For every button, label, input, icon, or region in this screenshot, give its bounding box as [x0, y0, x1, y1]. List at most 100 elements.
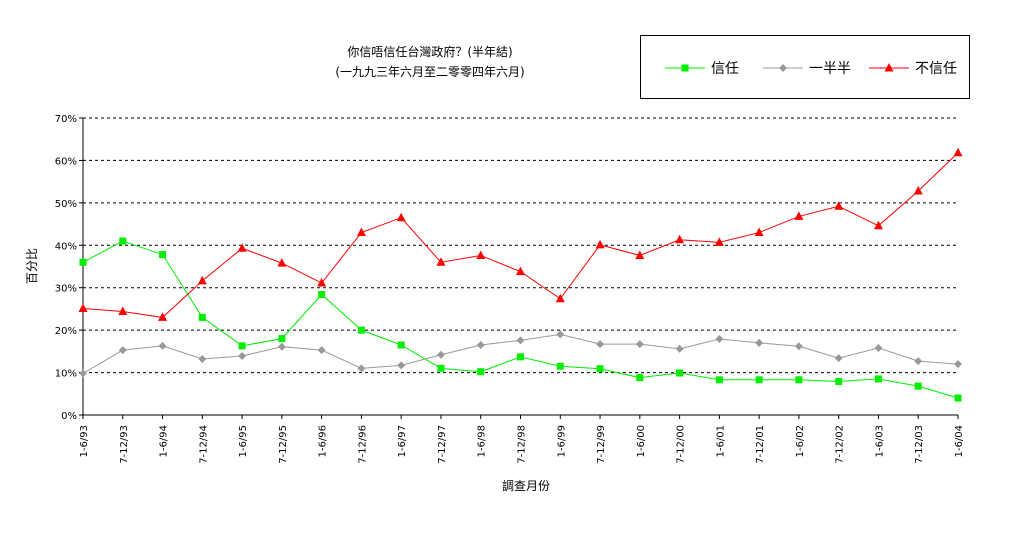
- data-point-distrust: [396, 212, 406, 222]
- data-point-trust: [119, 237, 127, 245]
- data-point-half-half: [635, 340, 644, 349]
- data-point-half-half: [118, 346, 127, 355]
- data-point-distrust: [237, 243, 247, 252]
- data-point-trust: [159, 251, 167, 259]
- data-point-trust: [715, 376, 723, 384]
- data-point-trust: [278, 335, 286, 343]
- x-tick-label: 1-6/93: [79, 425, 90, 457]
- data-point-half-half: [397, 361, 406, 370]
- legend-item-half-half: 一半半: [761, 58, 851, 78]
- data-point-half-half: [277, 342, 286, 351]
- x-tick-label: 1-6/02: [795, 425, 806, 457]
- x-tick-label: 7-12/03: [914, 425, 925, 464]
- legend-item-distrust: 不信任: [867, 58, 957, 78]
- data-point-distrust: [317, 278, 327, 287]
- x-tick-label: 1-6/97: [397, 425, 408, 457]
- x-tick-label: 7-12/94: [198, 425, 209, 464]
- y-axis-title: 百分比: [25, 248, 39, 284]
- x-tick-label: 7-12/99: [596, 425, 607, 464]
- data-point-distrust: [436, 257, 446, 266]
- data-point-trust: [437, 364, 445, 372]
- y-tick-label: 10%: [55, 369, 77, 380]
- axes: 0% 10% 20% 30% 40% 50% 60% 70% 1-6/93 7-12/93 1-6/…: [55, 114, 965, 464]
- x-tick-label: 7-12/95: [278, 425, 289, 464]
- data-point-trust: [477, 368, 485, 376]
- data-point-trust: [755, 376, 763, 384]
- data-point-distrust: [118, 306, 128, 315]
- y-tick-label: 20%: [55, 326, 77, 337]
- data-point-trust: [238, 342, 246, 350]
- data-point-trust: [676, 369, 684, 377]
- data-point-distrust: [78, 303, 88, 313]
- legend-swatch-marker: [884, 63, 894, 72]
- y-tick-label: 70%: [55, 114, 77, 125]
- series-line-distrust: [82, 152, 959, 318]
- data-point-trust: [914, 382, 922, 390]
- series-half-half: [79, 330, 962, 378]
- data-point-distrust: [555, 293, 565, 303]
- data-point-trust: [954, 394, 962, 402]
- data-point-half-half: [198, 354, 207, 363]
- grid-lines: [83, 117, 958, 374]
- legend-item-trust: 信任: [663, 58, 739, 78]
- legend-swatch-distrust: [869, 63, 909, 72]
- data-point-half-half: [238, 352, 247, 361]
- legend-swatch-half-half: [763, 64, 803, 72]
- data-point-trust: [874, 375, 882, 383]
- data-point-distrust: [714, 237, 724, 246]
- data-point-half-half: [516, 336, 525, 345]
- legend: 信任 一半半 不信任: [640, 35, 970, 99]
- data-point-distrust: [635, 250, 645, 259]
- data-point-distrust: [754, 227, 764, 237]
- data-point-half-half: [158, 341, 167, 350]
- x-tick-label: 7-12/02: [835, 425, 846, 464]
- series-line-trust: [82, 240, 959, 399]
- y-tick-label: 50%: [55, 199, 77, 210]
- chart-title-line2: (一九九三年六月至二零零四年六月): [335, 65, 525, 79]
- legend-swatch-marker: [681, 64, 689, 72]
- data-point-half-half: [436, 350, 445, 359]
- x-tick-label: 7-12/00: [676, 425, 687, 464]
- data-point-half-half: [954, 360, 962, 369]
- x-tick-label: 1-6/03: [874, 425, 885, 457]
- x-tick-label: 1-6/00: [636, 425, 647, 457]
- data-point-distrust: [873, 220, 883, 230]
- data-point-half-half: [596, 340, 605, 349]
- data-point-trust: [795, 376, 803, 384]
- chart-title-line1: 你信唔信任台灣政府？(半年結): [347, 45, 513, 59]
- data-point-distrust: [834, 201, 844, 210]
- y-tick-label: 40%: [55, 241, 77, 252]
- data-point-distrust: [516, 266, 525, 276]
- x-tick-label: 7-12/97: [437, 425, 448, 464]
- x-tick-label: 7-12/93: [119, 425, 130, 464]
- data-point-trust: [835, 377, 843, 385]
- legend-swatch-marker: [779, 64, 787, 72]
- data-point-trust: [357, 326, 365, 334]
- x-tick-label: 1-6/96: [318, 425, 329, 457]
- x-tick-label: 1-6/04: [954, 425, 965, 457]
- data-point-trust: [397, 341, 405, 349]
- data-point-distrust: [953, 147, 963, 157]
- data-point-distrust: [158, 312, 168, 321]
- data-point-trust: [318, 291, 326, 299]
- data-point-half-half: [556, 330, 565, 339]
- legend-label: 信任: [711, 61, 739, 77]
- data-point-distrust: [277, 258, 287, 267]
- x-tick-label: 7-12/98: [517, 425, 528, 464]
- series-trust: [79, 237, 962, 402]
- legend-swatch-trust: [665, 64, 705, 72]
- data-point-half-half: [755, 338, 764, 347]
- data-point-half-half: [317, 346, 326, 355]
- x-tick-label: 7-12/01: [755, 425, 766, 464]
- legend-label: 一半半: [809, 61, 851, 77]
- data-point-trust: [517, 353, 524, 361]
- data-point-distrust: [356, 227, 366, 237]
- chart-title: 你信唔信任台灣政府？(半年結) (一九九三年六月至二零零四年六月): [300, 42, 560, 82]
- y-tick-label: 0%: [61, 411, 77, 422]
- data-point-distrust: [476, 250, 486, 259]
- legend-label: 不信任: [915, 61, 957, 77]
- series-distrust: [78, 147, 963, 321]
- data-point-trust: [198, 313, 206, 321]
- data-point-half-half: [794, 342, 803, 351]
- x-axis-title: 調查月份: [502, 479, 550, 493]
